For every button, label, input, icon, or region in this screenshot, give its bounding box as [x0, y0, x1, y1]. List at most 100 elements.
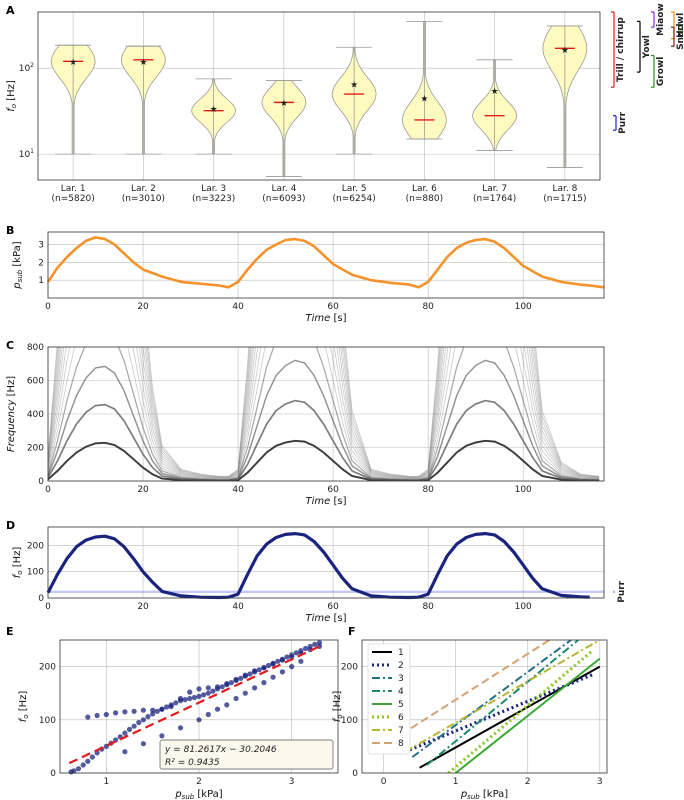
scatter-point: [177, 695, 184, 702]
ytick-f: 200: [341, 663, 358, 673]
ytick-e: 200: [39, 663, 56, 673]
range-label: Howl: [676, 13, 684, 38]
spectrogram-traces: [48, 347, 600, 481]
ytick-a: 101: [19, 148, 34, 160]
xtick-d: 40: [232, 602, 244, 612]
violin-mean-star: ★: [139, 58, 147, 68]
scatter-point: [242, 672, 248, 678]
count-label: (n=1715): [543, 194, 586, 204]
scatter-point: [224, 702, 230, 708]
scatter-point: [187, 689, 193, 695]
scatter-point: [187, 695, 193, 702]
series-group-f: [390, 640, 601, 773]
scatter-point: [136, 719, 142, 726]
fit-equation: y = 81.2617x − 30.2046: [164, 745, 277, 755]
scatter-point: [261, 665, 267, 671]
scatter-point: [159, 733, 165, 739]
xtick-c: 0: [45, 485, 51, 495]
frame-c: [47, 346, 605, 482]
scatter-point: [252, 668, 258, 674]
fit-line: [68, 645, 320, 765]
pressure-line: [46, 236, 605, 289]
harmonic-2: [48, 399, 600, 481]
category-label: Lar. 4: [271, 184, 296, 194]
series-line-6: [447, 649, 594, 773]
frame-d: [47, 526, 605, 599]
ytick-e: 100: [39, 716, 56, 726]
panel-b-pressure-line: B 0 20 40 60 80 100 1 2 3 Time [s] psub [kPa]: [6, 224, 605, 324]
scatter-point: [182, 697, 188, 703]
xtick-f: 0: [381, 777, 387, 787]
legend-label-5: 5: [398, 700, 404, 710]
scatter-point: [228, 680, 234, 686]
count-label: (n=6093): [262, 194, 305, 204]
xtick-c: 80: [422, 485, 434, 495]
scatter-point: [94, 712, 100, 719]
ytick-c: 0: [38, 477, 44, 487]
xtick-e: 1: [103, 777, 109, 787]
ytick-b: 3: [38, 240, 44, 250]
xtick-f: 3: [597, 777, 603, 787]
scatter-point: [210, 688, 216, 694]
scatter-point: [126, 726, 133, 733]
ytick-d: 200: [27, 541, 44, 551]
scatter-point: [312, 641, 318, 647]
xtick-b: 80: [422, 302, 434, 312]
count-label: (n=3010): [122, 194, 165, 204]
scatter-point: [219, 684, 225, 690]
ylabel-e: fo [Hz]: [18, 691, 30, 723]
range-label: Miaow: [656, 3, 666, 36]
scatter-point: [256, 667, 262, 673]
xtick-c: 100: [515, 485, 532, 495]
panel-label-a: A: [6, 4, 15, 17]
xtick-b: 100: [515, 302, 532, 312]
xtick-b: 40: [232, 302, 244, 312]
category-label: Lar. 2: [131, 184, 156, 194]
harmonic-4: [48, 347, 600, 481]
category-label: Lar. 8: [552, 184, 577, 194]
xtick-e: 3: [289, 777, 295, 787]
legend-label-3: 3: [398, 674, 404, 684]
category-label: Lar. 5: [342, 184, 367, 194]
frame-e: [59, 639, 339, 774]
ytick-a: 102: [19, 62, 34, 74]
ylabel-b: psub [kPa]: [12, 241, 24, 289]
count-label: (n=3223): [192, 194, 235, 204]
xtick-b: 60: [327, 302, 339, 312]
range-label: Growl: [656, 57, 666, 86]
scatter-point: [289, 654, 295, 660]
category-label: Lar. 3: [201, 184, 226, 194]
violin-mean-star: ★: [420, 94, 428, 104]
scatter-point: [75, 766, 82, 772]
ytick-d: 0: [38, 594, 44, 604]
ytick-c: 400: [27, 410, 44, 420]
ylabel-d: fo [Hz]: [12, 547, 24, 579]
scatter-point: [279, 657, 285, 663]
ytick-e: 0: [50, 769, 56, 779]
xtick-f: 2: [525, 777, 531, 787]
legend-label-2: 2: [398, 661, 404, 671]
scatter-point: [261, 680, 267, 686]
scatter-point: [247, 671, 253, 677]
panel-label-b: B: [6, 224, 14, 237]
ytick-c: 800: [27, 343, 44, 353]
panel-e-scatter: E 1 2 3 0 100 200 y = 81.2617x − 30.2046 R² = 0.…: [6, 625, 339, 800]
ytick-c: 600: [27, 377, 44, 387]
scatter-point: [270, 674, 276, 680]
scatter-point: [214, 706, 221, 712]
series-line-8: [390, 640, 550, 742]
xtick-c: 60: [327, 485, 339, 495]
frame-b: [47, 231, 605, 299]
scatter-point: [191, 694, 197, 701]
legend-label-8: 8: [398, 739, 404, 749]
scatter-point: [80, 762, 86, 768]
scatter-point: [71, 768, 77, 774]
series-line-4: [426, 640, 579, 766]
xtick-d: 100: [515, 602, 532, 612]
scatter-point: [242, 690, 248, 696]
scatter-point: [164, 704, 170, 710]
scatter-point: [201, 692, 207, 698]
scatter-point: [275, 658, 281, 664]
xtick-d: 0: [45, 602, 51, 612]
xlabel-e: psub [kPa]: [174, 789, 222, 800]
